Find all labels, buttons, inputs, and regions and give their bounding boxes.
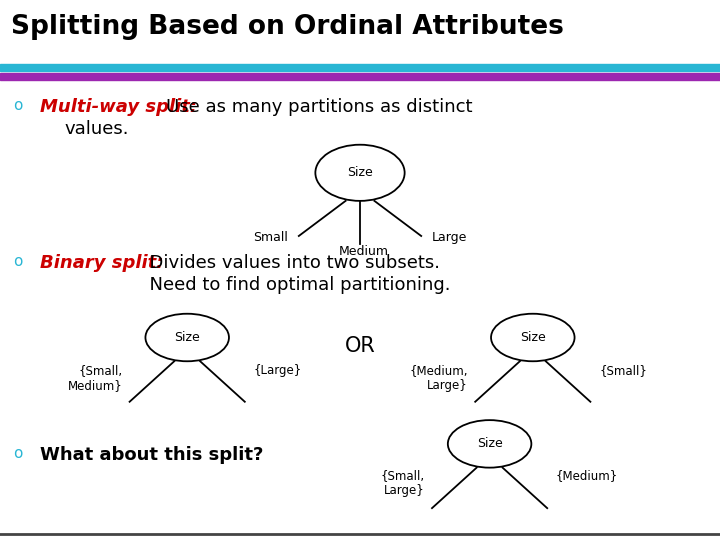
Text: Small: Small [253, 231, 288, 244]
Text: o: o [13, 446, 22, 461]
Text: Size: Size [520, 331, 546, 344]
Bar [0, 64, 720, 71]
Text: Use as many partitions as distinct: Use as many partitions as distinct [166, 98, 472, 116]
Text: Size: Size [347, 166, 373, 179]
Text: Size: Size [174, 331, 200, 344]
Text: {Medium}: {Medium} [556, 469, 618, 482]
Text: Binary split:: Binary split: [40, 254, 163, 272]
Text: o: o [13, 98, 22, 113]
Text: {Large}: {Large} [253, 364, 302, 377]
Text: OR: OR [345, 335, 375, 356]
Text: o: o [13, 254, 22, 269]
Text: Multi-way split:: Multi-way split: [40, 98, 197, 116]
Text: Large: Large [432, 231, 467, 244]
Text: Medium: Medium [338, 245, 389, 258]
Text: Splitting Based on Ordinal Attributes: Splitting Based on Ordinal Attributes [11, 14, 564, 39]
Text: Need to find optimal partitioning.: Need to find optimal partitioning. [138, 276, 451, 294]
Text: Divides values into two subsets.: Divides values into two subsets. [138, 254, 440, 272]
Text: Size: Size [477, 437, 503, 450]
Text: {Small,
Medium}: {Small, Medium} [68, 364, 122, 392]
Text: What about this split?: What about this split? [40, 446, 263, 463]
Text: {Small}: {Small} [599, 364, 647, 377]
Text: values.: values. [65, 120, 130, 138]
Text: {Small,
Large}: {Small, Large} [381, 469, 425, 497]
Text: {Medium,
Large}: {Medium, Large} [410, 364, 468, 392]
Bar [0, 73, 720, 80]
